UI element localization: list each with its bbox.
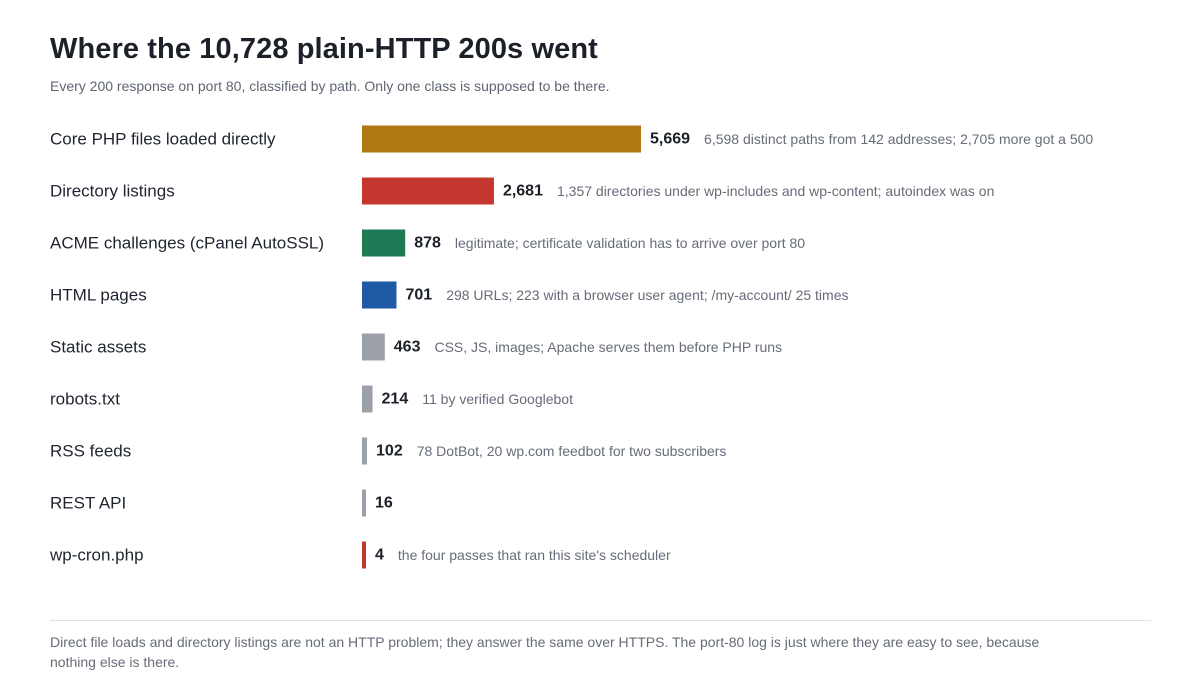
footnote: Direct file loads and directory listings… xyxy=(50,634,1040,670)
value-label: 102 xyxy=(376,443,403,460)
bar-row-wp-cron-php: wp-cron.php 4 the four passes that ran thi… xyxy=(49,541,671,569)
annotation-label: 11 by verified Googlebot xyxy=(422,391,573,407)
value-label: 4 xyxy=(375,547,384,564)
bar xyxy=(362,385,373,413)
bar xyxy=(362,437,368,465)
category-label: RSS feeds xyxy=(50,442,131,461)
value-label: 5,669 xyxy=(650,131,690,148)
category-label: HTML pages xyxy=(50,286,147,305)
category-label: Static assets xyxy=(50,338,146,357)
value-label: 701 xyxy=(406,287,433,304)
chart-title: Where the 10,728 plain-HTTP 200s went xyxy=(50,33,598,65)
bar-row-robots-txt: robots.txt 214 11 by verified Googlebot xyxy=(50,385,573,413)
bar xyxy=(362,281,397,309)
value-label: 463 xyxy=(394,339,421,356)
annotation-label: the four passes that ran this site's sch… xyxy=(398,547,671,563)
category-label: REST API xyxy=(50,494,126,513)
value-label: 16 xyxy=(375,495,393,512)
bar-row-core-php-files-loaded-directly: Core PHP files loaded directly 5,669 6,598… xyxy=(50,125,1093,153)
category-label: Directory listings xyxy=(50,182,175,201)
annotation-label: 78 DotBot, 20 wp.com feedbot for two sub… xyxy=(417,443,727,459)
bar xyxy=(362,177,494,205)
chart-subtitle: Every 200 response on port 80, classifie… xyxy=(50,78,610,94)
bar-row-acme-challenges-cpanel-autossl: ACME challenges (cPanel AutoSSL) 878 legit… xyxy=(50,229,805,257)
bar xyxy=(362,541,366,569)
category-label: robots.txt xyxy=(50,390,120,409)
bar xyxy=(362,489,366,517)
bar-row-rss-feeds: RSS feeds 102 78 DotBot, 20 wp.com feedbot… xyxy=(50,437,727,465)
annotation-label: legitimate; certificate validation has t… xyxy=(455,235,805,251)
annotation-label: 6,598 distinct paths from 142 addresses;… xyxy=(704,131,1093,147)
value-label: 878 xyxy=(414,235,441,252)
category-label: wp-cron.php xyxy=(49,546,144,565)
annotation-label: 298 URLs; 223 with a browser user agent;… xyxy=(446,287,848,303)
annotation-label: 1,357 directories under wp-includes and … xyxy=(557,183,994,199)
value-label: 2,681 xyxy=(503,183,543,200)
value-label: 214 xyxy=(382,391,409,408)
category-label: Core PHP files loaded directly xyxy=(50,130,276,149)
category-label: ACME challenges (cPanel AutoSSL) xyxy=(50,234,324,253)
bar-row-directory-listings: Directory listings 2,681 1,357 directories… xyxy=(50,177,994,205)
bar xyxy=(362,229,406,257)
footer-divider xyxy=(50,620,1151,621)
bar xyxy=(362,333,385,361)
bar-row-html-pages: HTML pages 701 298 URLs; 223 with a browse… xyxy=(50,281,849,309)
annotation-label: CSS, JS, images; Apache serves them befo… xyxy=(434,339,782,355)
bar-row-static-assets: Static assets 463 CSS, JS, images; Apache … xyxy=(50,333,782,361)
bar-row-rest-api: REST API 16 xyxy=(50,489,393,517)
bar xyxy=(362,125,641,153)
